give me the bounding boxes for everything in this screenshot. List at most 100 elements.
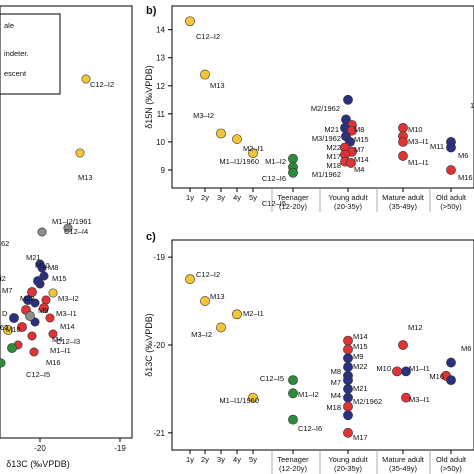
panel-c-point — [185, 274, 195, 285]
x-tick-label: 3y — [217, 193, 225, 202]
x-tick-sublabel: (>50y) — [440, 202, 462, 211]
panel-c-letter: c) — [146, 231, 156, 243]
panel-a: ale indeter. escent -20 -19 δ13C (‰VPDB) C… — [0, 5, 133, 469]
panel-c-point-label: M8 — [331, 367, 341, 376]
panel-a-point-label: M10 — [35, 261, 50, 270]
x-tick-sublabel: (20-35y) — [334, 202, 362, 211]
panel-a-point-label: 62 — [0, 323, 8, 332]
panel-a-point — [0, 358, 6, 368]
panel-a-point — [25, 311, 35, 321]
x-tick-sublabel: (12-20y) — [279, 464, 307, 473]
panel-b-point-label: M3–I2 — [193, 111, 214, 120]
panel-a-point-label: C12–I4 — [64, 227, 88, 236]
panel-a-point — [7, 343, 17, 353]
panel-a-frame — [0, 5, 133, 439]
panel-a-point-label: M4 — [52, 335, 62, 344]
x-tick-label: Teenager — [277, 455, 309, 464]
panel-a-xtick-label-0: -20 — [34, 444, 46, 453]
panel-a-point-label: M3–I1 — [56, 309, 77, 318]
panel-a-xtick-label-1: -19 — [114, 444, 126, 453]
panel-b-point-label: M4 — [354, 165, 364, 174]
panel-c-point-label: M2/1962 — [353, 397, 382, 406]
y-tick-label: -20 — [153, 341, 165, 350]
x-tick-label: 3y — [217, 455, 225, 464]
panel-c-point — [343, 427, 353, 438]
panel-a-point-label: M8 — [48, 263, 58, 272]
panel-b-point — [398, 137, 408, 147]
panel-c-point-label: M22 — [353, 362, 368, 371]
x-tick-label: Mature adult — [382, 193, 425, 202]
panel-b-point-label: C12–I5 — [262, 199, 286, 208]
panel-b-point — [346, 158, 356, 168]
panel-b-point-label: M1–I1 — [408, 158, 429, 167]
panel-c-point — [343, 384, 353, 394]
panel-a-point — [75, 148, 85, 158]
panel-c-point — [446, 357, 456, 368]
legend-item-2: escent — [4, 69, 27, 78]
panel-b-point — [446, 142, 456, 153]
panel-b-point — [185, 16, 195, 27]
panel-b-point-label: M14 — [354, 155, 369, 164]
x-tick-label: 1y — [186, 193, 194, 202]
panel-b-ylabel: δ15N (‰VPDB) — [144, 65, 154, 129]
panel-b-point-label: M7 — [354, 145, 364, 154]
x-tick-sublabel: (35-49y) — [389, 464, 417, 473]
panel-c-point-label: M3–I1 — [409, 395, 430, 404]
panel-b: b) δ15N (‰VPDB) 9 10 11 12 13 14 1y 2y 3y 4y 5y Te… — [144, 5, 474, 212]
panel-b-point-label: M1/1962 — [312, 170, 341, 179]
panel-a-point — [81, 74, 91, 84]
x-tick-label: Mature adult — [382, 455, 425, 464]
panel-b-point-label: M10 — [408, 125, 423, 134]
panel-c-point — [288, 375, 298, 386]
panel-a-point-label: M22 — [20, 294, 35, 303]
panel-c-point — [200, 296, 210, 306]
panel-c-point — [343, 335, 353, 346]
panel-c-point-label: M1–I2 — [298, 390, 319, 399]
panel-c-point — [343, 344, 353, 355]
panel-a-point-label: M16 — [46, 358, 61, 367]
panel-b-point — [232, 134, 242, 144]
panel-a-point — [27, 287, 37, 297]
panel-c-point-label: M17 — [353, 433, 368, 442]
panel-c-point — [343, 375, 353, 386]
panel-b-point — [446, 165, 456, 175]
panel-c-point — [248, 392, 258, 403]
panel-b-point — [216, 128, 226, 139]
panel-b-point-label: 1 — [470, 101, 474, 110]
panel-b-point — [288, 167, 298, 178]
x-tick-label: 4y — [233, 455, 241, 464]
panel-b-point — [343, 94, 353, 105]
panel-b-point-label: M15 — [354, 135, 369, 144]
panel-c-point — [446, 375, 456, 386]
panel-c-point — [288, 388, 298, 399]
panel-a-point-label: M9 — [38, 306, 48, 315]
y-tick-label: -21 — [153, 429, 165, 438]
panel-b-point-label: C12–I2 — [196, 32, 220, 41]
panel-a-point-label: M7 — [2, 286, 12, 295]
x-tick-label: Old adult — [436, 455, 467, 464]
y-tick-label: 14 — [156, 26, 165, 35]
panel-b-point — [398, 151, 408, 161]
panel-a-point-label: M1–I2/1961 — [52, 217, 92, 226]
y-tick-label: -19 — [153, 253, 165, 262]
panel-c-point-label: M4 — [331, 391, 341, 400]
panel-a-point — [63, 223, 73, 233]
panel-a-point-label: C12–I3 — [56, 337, 80, 346]
legend-item-1: indeter. — [4, 49, 29, 58]
panel-a-point — [9, 313, 19, 323]
panel-a-point-label: M13 — [78, 173, 93, 182]
panel-a-point-label: M3–I2 — [58, 294, 79, 303]
panel-a-point-label: M21 — [26, 253, 41, 262]
panel-c-point-label: C12–I5 — [260, 374, 284, 383]
panel-b-point-label: M1–I1/1960 — [219, 157, 259, 166]
panel-a-point — [29, 347, 39, 357]
legend-item-0: ale — [4, 21, 14, 30]
panel-a-point-label: C12–I5 — [26, 370, 50, 379]
panel-a-point — [39, 303, 49, 313]
panel-c-point-label: M15 — [353, 342, 368, 351]
panel-c-point — [288, 414, 298, 425]
panel-a-xlabel: δ13C (‰VPDB) — [6, 459, 70, 469]
panel-a-point — [48, 329, 58, 339]
panel-c-point-label: M21 — [353, 384, 368, 393]
panel-b-point-label: M18 — [326, 161, 341, 170]
